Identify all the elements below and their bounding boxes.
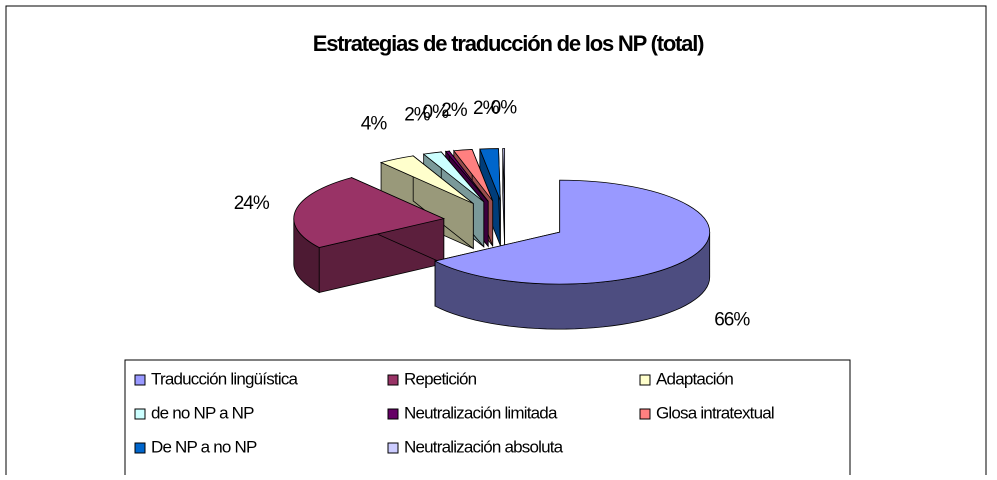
legend-label: de no NP a NP (151, 403, 254, 422)
slice-top (379, 155, 474, 204)
legend-label: Neutralización absoluta (404, 437, 564, 456)
slice-top (433, 179, 711, 285)
legend-swatch (639, 374, 651, 386)
pie-slice (293, 176, 446, 294)
legend-swatch (134, 442, 146, 454)
data-label: 4% (361, 114, 388, 135)
legend-label: Neutralización limitada (404, 403, 558, 422)
legend-swatch (387, 408, 399, 420)
slice-top (502, 148, 506, 201)
data-label: 2% (441, 100, 468, 121)
slice-top (422, 151, 485, 203)
data-label: 0% (491, 98, 518, 119)
legend-swatch (387, 374, 399, 386)
legend-label: Adaptación (656, 369, 733, 388)
pie-slice (433, 179, 711, 330)
data-label: 66% (714, 309, 750, 330)
data-label: 2% (404, 104, 431, 125)
legend-label: Traducción lingüística (151, 369, 299, 388)
slice-top (479, 148, 501, 201)
legend-label: Repetición (404, 369, 477, 388)
slice-top (453, 149, 494, 202)
data-label: 0% (423, 102, 450, 123)
slice-top (293, 177, 446, 248)
legend-box (124, 359, 851, 480)
legend-swatch (639, 408, 651, 420)
data-label: 2% (473, 98, 500, 119)
slice-top (444, 150, 489, 202)
data-label: 24% (234, 193, 270, 214)
legend-swatch (387, 442, 399, 454)
pie-slice (379, 155, 474, 250)
legend-swatch (134, 408, 146, 420)
chart-title: Estrategias de traducción de los NP (tot… (313, 31, 704, 56)
legend-swatch (134, 374, 146, 386)
pie-slice (502, 148, 506, 246)
legend-label: Glosa intratextual (656, 403, 774, 422)
legend-label: De NP a no NP (151, 437, 257, 456)
